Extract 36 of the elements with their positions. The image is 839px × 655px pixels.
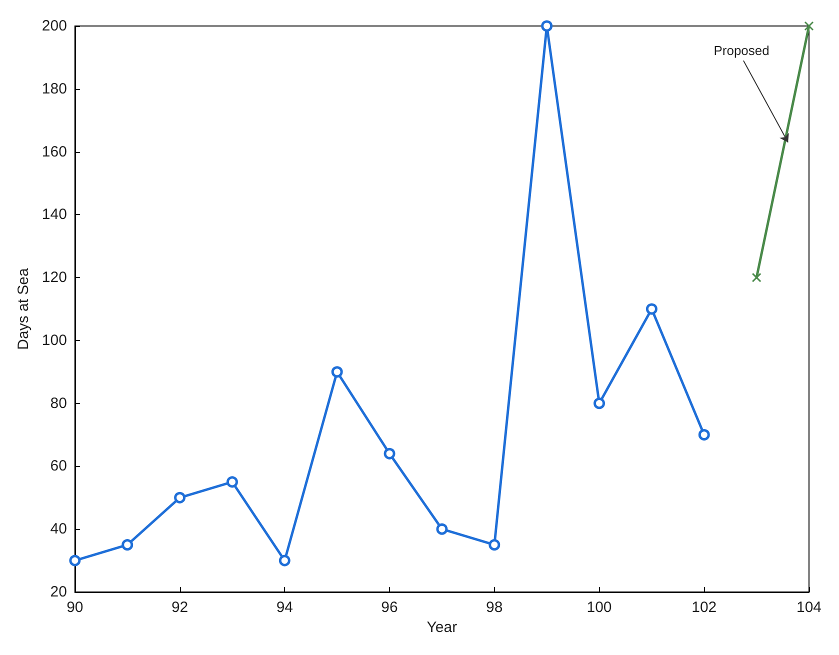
- point: [594, 398, 606, 410]
- x-tick-label: 102: [692, 599, 717, 616]
- x-axis-title: Year: [426, 619, 458, 636]
- point: [69, 554, 81, 566]
- point: [226, 476, 238, 488]
- y-tick-label: 60: [50, 458, 67, 475]
- point: [436, 523, 448, 535]
- point: [698, 429, 710, 441]
- x-tick-label: 98: [486, 599, 503, 616]
- x-tick-label: 94: [276, 599, 294, 616]
- y-tick-label: 100: [42, 332, 67, 349]
- y-tick-label: 120: [42, 269, 67, 286]
- y-tick-label: 180: [42, 80, 67, 98]
- point: [541, 20, 553, 32]
- point: [331, 366, 343, 378]
- point: [122, 539, 134, 551]
- y-tick-label: 140: [42, 206, 67, 224]
- point: [174, 492, 186, 504]
- point: [804, 21, 814, 31]
- y-tick-label: 40: [50, 520, 67, 538]
- annotation: Proposed: [714, 43, 770, 58]
- point: [384, 448, 396, 460]
- y-axis-title: Days at Sea: [15, 267, 32, 350]
- point: [488, 539, 500, 551]
- point: [278, 554, 290, 566]
- y-tick-label: 80: [50, 394, 67, 412]
- y-tick-label: 160: [42, 143, 67, 160]
- x-tick-label: 104: [796, 599, 822, 616]
- x-tick-label: 90: [66, 599, 84, 616]
- x-tick-label: 100: [586, 599, 612, 616]
- point: [752, 272, 762, 282]
- x-tick-label: 92: [171, 599, 188, 616]
- x-tick-label: 96: [381, 599, 398, 616]
- y-tick-label: 200: [42, 18, 67, 34]
- point: [646, 303, 658, 315]
- y-tick-label: 20: [50, 584, 67, 600]
